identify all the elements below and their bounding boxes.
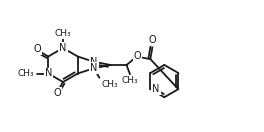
Text: O: O [149,35,156,45]
Text: CH₃: CH₃ [122,76,138,85]
Text: O: O [134,51,141,61]
Text: N: N [45,69,52,79]
Text: CH₃: CH₃ [55,29,71,39]
Text: N: N [90,57,98,67]
Text: N: N [90,63,98,73]
Text: N: N [152,84,160,94]
Text: O: O [53,88,61,98]
Text: CH₃: CH₃ [18,69,34,78]
Text: O: O [33,44,41,55]
Text: CH₃: CH₃ [101,80,118,89]
Text: N: N [59,43,67,53]
